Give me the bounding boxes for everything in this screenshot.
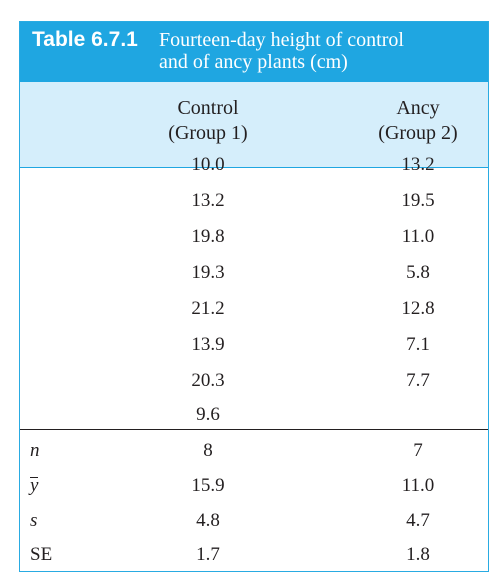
ancy-cell: 12.8 <box>401 298 435 319</box>
summary-label-ybar: y <box>30 475 39 496</box>
table-caption-line2: and of ancy plants (cm) <box>159 51 348 73</box>
column-header-control-line1: Control <box>177 97 239 119</box>
summary-row-mean: y 15.9 11.0 <box>20 468 488 504</box>
summary-label-n: n <box>30 440 40 461</box>
control-cell: 1.7 <box>196 544 220 565</box>
ancy-cell: 7.1 <box>406 334 430 355</box>
summary-row-n: n 8 7 <box>20 433 488 469</box>
control-cell: 19.8 <box>191 226 225 247</box>
table-row: 19.8 11.0 <box>20 219 488 255</box>
control-cell: 10.0 <box>191 154 225 175</box>
control-cell: 15.9 <box>191 475 225 496</box>
ancy-cell: 4.7 <box>406 510 430 531</box>
ancy-cell: 19.5 <box>401 190 435 211</box>
ancy-cell: 11.0 <box>401 226 435 247</box>
summary-label-s: s <box>30 510 38 531</box>
ancy-cell: 11.0 <box>401 475 435 496</box>
table-title-bar: Table 6.7.1 Fourteen-day height of contr… <box>20 22 488 82</box>
control-cell: 21.2 <box>191 298 225 319</box>
column-header-ancy-line2: (Group 2) <box>378 122 458 144</box>
summary-divider <box>20 429 488 430</box>
column-header-ancy-line1: Ancy <box>396 97 440 119</box>
table-row: 10.0 13.2 <box>20 147 488 183</box>
table-caption: Fourteen-day height of control and of an… <box>159 29 404 73</box>
table-caption-line1: Fourteen-day height of control <box>159 29 404 51</box>
summary-label-se: SE <box>30 544 53 565</box>
column-header-control-line2: (Group 1) <box>168 122 248 144</box>
control-cell: 19.3 <box>191 262 225 283</box>
control-cell: 20.3 <box>191 370 225 391</box>
table-number: Table 6.7.1 <box>32 28 138 51</box>
table-row: 9.6 <box>20 397 488 433</box>
ancy-cell: 7 <box>413 440 423 461</box>
control-cell: 9.6 <box>196 404 220 425</box>
control-cell: 8 <box>203 440 213 461</box>
summary-label-mean-wrap: y <box>30 475 39 497</box>
table-row: 13.9 7.1 <box>20 327 488 363</box>
table-frame: Table 6.7.1 Fourteen-day height of contr… <box>19 21 489 572</box>
control-cell: 13.9 <box>191 334 225 355</box>
table-row: 19.3 5.8 <box>20 255 488 291</box>
ancy-cell: 7.7 <box>406 370 430 391</box>
table-row: 20.3 7.7 <box>20 363 488 399</box>
ancy-cell: 5.8 <box>406 262 430 283</box>
control-cell: 13.2 <box>191 190 225 211</box>
ancy-cell: 1.8 <box>406 544 430 565</box>
ancy-cell: 13.2 <box>401 154 435 175</box>
column-header-control: Control (Group 1) <box>138 96 278 146</box>
table-row: 21.2 12.8 <box>20 291 488 327</box>
summary-row-se: SE 1.7 1.8 <box>20 537 488 573</box>
control-cell: 4.8 <box>196 510 220 531</box>
column-header-row: Control (Group 1) Ancy (Group 2) <box>20 82 488 168</box>
summary-row-s: s 4.8 4.7 <box>20 503 488 539</box>
table-row: 13.2 19.5 <box>20 183 488 219</box>
column-header-ancy: Ancy (Group 2) <box>348 96 488 146</box>
